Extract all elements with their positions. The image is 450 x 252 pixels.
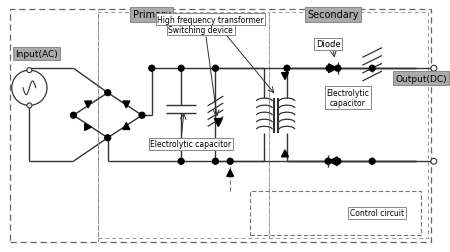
- Circle shape: [149, 66, 155, 72]
- Text: Switching device: Switching device: [168, 25, 233, 34]
- Circle shape: [431, 159, 437, 165]
- Circle shape: [227, 159, 233, 165]
- Circle shape: [139, 113, 145, 119]
- Bar: [250, 191, 421, 235]
- Polygon shape: [85, 124, 91, 131]
- Polygon shape: [215, 119, 222, 127]
- Polygon shape: [328, 157, 338, 166]
- Circle shape: [178, 66, 184, 72]
- Text: Input(AC): Input(AC): [15, 50, 58, 59]
- Circle shape: [12, 71, 47, 106]
- Circle shape: [212, 159, 218, 165]
- Polygon shape: [123, 102, 130, 108]
- Circle shape: [212, 66, 218, 72]
- Bar: [98, 13, 269, 238]
- Circle shape: [369, 159, 375, 165]
- Circle shape: [335, 159, 341, 165]
- Circle shape: [325, 159, 331, 165]
- Text: Output(DC): Output(DC): [395, 74, 447, 83]
- Polygon shape: [282, 73, 288, 80]
- Polygon shape: [227, 170, 234, 177]
- Polygon shape: [328, 65, 338, 73]
- Circle shape: [284, 66, 290, 72]
- Circle shape: [105, 135, 111, 141]
- Circle shape: [369, 66, 375, 72]
- Text: Diode: Diode: [316, 40, 340, 49]
- Text: Electrolytic
capacitor: Electrolytic capacitor: [326, 88, 369, 108]
- Text: High frequency transformer: High frequency transformer: [157, 16, 264, 25]
- Text: Primary: Primary: [133, 10, 171, 20]
- Text: Control circuit: Control circuit: [350, 208, 404, 217]
- Circle shape: [27, 104, 32, 108]
- Circle shape: [27, 69, 32, 73]
- Circle shape: [178, 159, 184, 165]
- Circle shape: [71, 113, 77, 119]
- Text: Secondary: Secondary: [307, 10, 359, 20]
- Text: Electrolytic capacitor: Electrolytic capacitor: [150, 140, 232, 148]
- Circle shape: [431, 66, 437, 72]
- Circle shape: [335, 66, 341, 72]
- Circle shape: [105, 90, 111, 96]
- Circle shape: [326, 66, 332, 72]
- Polygon shape: [123, 123, 130, 130]
- Polygon shape: [282, 150, 288, 157]
- Polygon shape: [85, 102, 91, 108]
- Bar: [269, 13, 428, 238]
